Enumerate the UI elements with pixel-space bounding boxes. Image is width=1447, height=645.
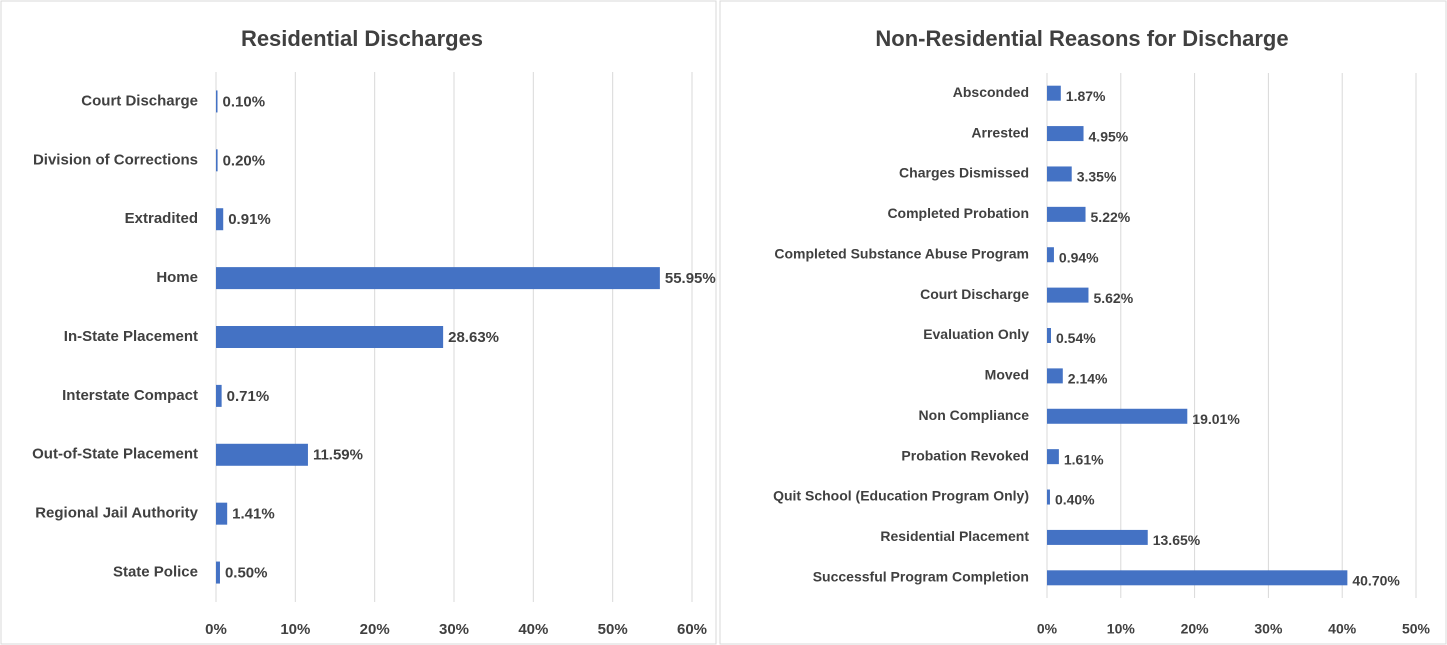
bar: [216, 149, 218, 172]
data-label: 2.14%: [1068, 371, 1108, 387]
bar: [1047, 126, 1084, 142]
bar: [1047, 489, 1050, 505]
x-tick-label: 20%: [360, 621, 390, 638]
y-tick-label: Probation Revoked: [901, 447, 1029, 463]
x-tick-label: 20%: [1181, 621, 1210, 637]
x-tick-label: 40%: [1328, 621, 1357, 637]
bar: [1047, 449, 1059, 465]
bar: [1047, 166, 1072, 182]
y-tick-label: Non Compliance: [919, 407, 1030, 423]
bar: [1047, 328, 1051, 343]
x-tick-label: 40%: [518, 621, 548, 638]
bar: [1047, 408, 1188, 424]
bar: [1047, 287, 1089, 303]
data-label: 28.63%: [448, 329, 499, 346]
data-label: 0.54%: [1056, 330, 1096, 346]
data-label: 0.40%: [1055, 492, 1095, 508]
data-label: 3.35%: [1077, 169, 1117, 185]
x-tick-label: 30%: [439, 621, 469, 638]
bar: [1047, 529, 1148, 545]
x-tick-label: 0%: [1037, 621, 1058, 637]
x-tick-label: 60%: [677, 621, 707, 638]
y-tick-label: Home: [156, 269, 198, 286]
y-tick-label: State Police: [113, 564, 198, 581]
bar: [1047, 206, 1086, 222]
data-label: 40.70%: [1352, 573, 1400, 589]
y-tick-label: Evaluation Only: [923, 326, 1029, 342]
y-tick-label: Division of Corrections: [33, 151, 198, 168]
data-label: 5.62%: [1093, 290, 1133, 306]
data-label: 1.61%: [1064, 451, 1104, 467]
bar: [216, 502, 228, 525]
y-tick-label: Extradited: [125, 210, 198, 227]
bar: [216, 443, 308, 466]
bar: [216, 90, 218, 113]
data-label: 0.91%: [228, 211, 271, 228]
panel-border: [0, 0, 717, 645]
y-tick-label: Completed Probation: [887, 205, 1029, 221]
y-tick-label: Completed Substance Abuse Program: [774, 245, 1029, 261]
x-tick-label: 10%: [1107, 621, 1136, 637]
bar: [216, 384, 222, 407]
data-label: 5.22%: [1091, 209, 1131, 225]
data-label: 0.71%: [227, 388, 270, 405]
panel-border: [719, 0, 1447, 645]
y-tick-label: Court Discharge: [920, 286, 1029, 302]
bar: [216, 208, 224, 231]
bar: [1047, 368, 1063, 384]
x-tick-label: 0%: [205, 621, 227, 638]
y-tick-label: Absconded: [953, 84, 1029, 100]
data-label: 1.87%: [1066, 88, 1106, 104]
y-tick-label: Residential Placement: [880, 528, 1029, 544]
x-tick-label: 30%: [1254, 621, 1283, 637]
y-tick-label: Court Discharge: [81, 92, 198, 109]
x-tick-label: 50%: [1402, 621, 1431, 637]
data-label: 19.01%: [1192, 411, 1240, 427]
data-label: 0.94%: [1059, 249, 1099, 265]
data-label: 4.95%: [1089, 128, 1129, 144]
y-tick-label: Regional Jail Authority: [35, 505, 198, 522]
bar: [216, 561, 220, 584]
chart-title: Residential Discharges: [241, 26, 483, 51]
bar: [1047, 247, 1054, 263]
bar: [1047, 85, 1061, 101]
y-tick-label: Arrested: [971, 124, 1029, 140]
y-tick-label: Successful Program Completion: [813, 569, 1029, 585]
x-tick-label: 10%: [280, 621, 310, 638]
data-label: 1.41%: [232, 506, 275, 523]
data-label: 0.10%: [223, 93, 266, 110]
x-tick-label: 50%: [598, 621, 628, 638]
bar: [216, 326, 444, 348]
y-tick-label: Quit School (Education Program Only): [773, 488, 1029, 504]
y-tick-label: In-State Placement: [64, 328, 198, 345]
data-label: 0.20%: [223, 152, 266, 169]
data-label: 11.59%: [313, 447, 363, 464]
y-tick-label: Out-of-State Placement: [32, 446, 198, 463]
y-tick-label: Charges Dismissed: [899, 165, 1029, 181]
bar: [216, 267, 660, 290]
data-label: 13.65%: [1153, 532, 1201, 548]
data-label: 55.95%: [665, 270, 716, 287]
bar: [1047, 570, 1348, 586]
y-tick-label: Interstate Compact: [62, 387, 198, 404]
y-tick-label: Moved: [985, 367, 1029, 383]
chart-title: Non-Residential Reasons for Discharge: [875, 26, 1288, 51]
data-label: 0.50%: [225, 565, 268, 582]
